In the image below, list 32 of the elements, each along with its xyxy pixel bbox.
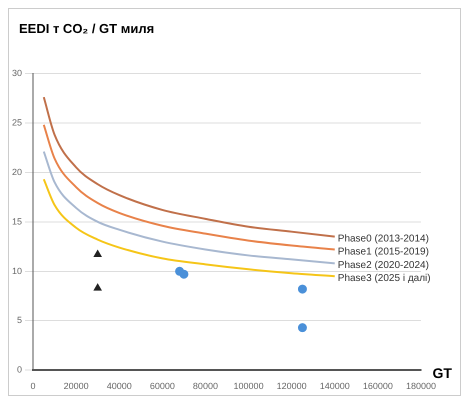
- y-tick-label: 20: [12, 166, 22, 177]
- x-tick-label: 60000: [150, 381, 175, 392]
- x-tick-label: 80000: [192, 381, 218, 392]
- x-tick-label: 120000: [276, 381, 307, 392]
- x-tick-label: 100000: [234, 381, 264, 392]
- point: [94, 284, 102, 291]
- point: [179, 270, 188, 279]
- y-tick-label: 0: [16, 364, 22, 375]
- x-axis-title: GT: [432, 365, 452, 381]
- point: [94, 250, 102, 257]
- x-tick-label: 0: [30, 381, 36, 392]
- y-tick-label: 25: [12, 117, 22, 128]
- point: [298, 284, 307, 294]
- series-label: Phase0 (2013-2014): [338, 233, 429, 244]
- x-tick-label: 140000: [320, 381, 350, 392]
- line-series: [42, 124, 336, 250]
- x-tick-label: 40000: [106, 381, 132, 392]
- y-tick-label: 10: [12, 266, 22, 276]
- line-series: [42, 178, 336, 278]
- series-label: Phase3 (2025 і далі): [338, 272, 431, 284]
- y-tick-label: 30: [12, 68, 22, 78]
- y-tick-label: 15: [12, 216, 22, 226]
- line-series: [42, 150, 336, 264]
- x-tick-label: 160000: [362, 381, 393, 392]
- y-axis-title: EEDI т CO₂ / GT миля: [18, 20, 156, 38]
- x-tick-label: 20000: [64, 381, 89, 392]
- line-series: [42, 96, 336, 238]
- series-label: Phase1 (2015-2019): [338, 246, 429, 258]
- x-tick-label: 180000: [406, 381, 436, 392]
- series-label: Phase2 (2020-2024): [338, 260, 429, 272]
- y-tick-label: 5: [16, 315, 22, 326]
- point: [298, 323, 307, 332]
